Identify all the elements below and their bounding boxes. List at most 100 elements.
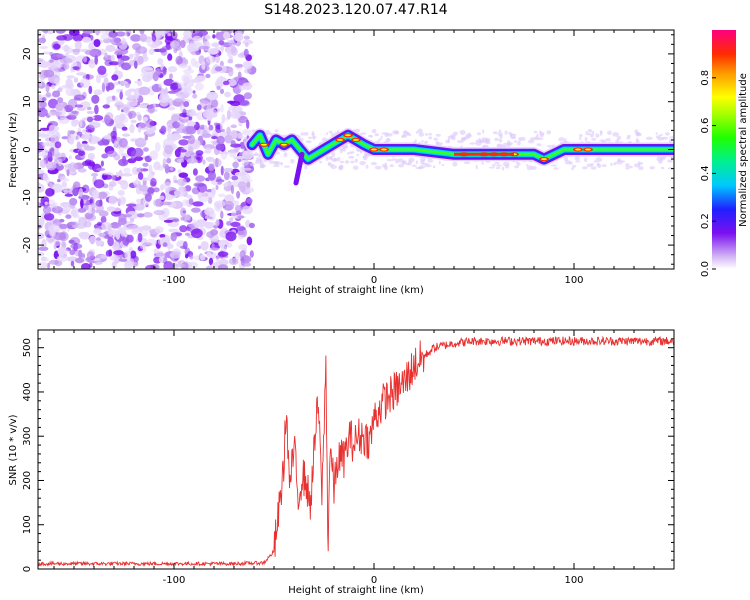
- noise-blob: [95, 209, 102, 214]
- noise-blob: [482, 129, 485, 134]
- noise-blob: [100, 74, 107, 79]
- noise-blob: [234, 156, 246, 160]
- noise-blob: [93, 257, 101, 262]
- noise-blob: [120, 180, 129, 190]
- noise-blob: [215, 54, 220, 64]
- noise-blob: [211, 98, 218, 109]
- noise-blob: [177, 94, 183, 99]
- snr-ticks: -100 0 100 0 100 200 300 400 500: [22, 329, 675, 586]
- noise-blob: [224, 91, 231, 98]
- noise-blob: [91, 189, 99, 200]
- noise-blob: [38, 94, 42, 101]
- noise-blob: [124, 250, 131, 260]
- noise-blob: [79, 119, 83, 128]
- noise-blob: [438, 160, 441, 165]
- noise-blob: [161, 207, 170, 218]
- noise-blob: [79, 143, 83, 149]
- noise-blob: [220, 210, 224, 219]
- noise-blob: [102, 104, 111, 109]
- noise-blob: [550, 164, 557, 167]
- noise-blob: [58, 85, 68, 89]
- noise-blob: [94, 104, 99, 115]
- noise-blob: [195, 175, 206, 182]
- noise-blob: [78, 231, 90, 238]
- noise-blob: [445, 139, 449, 144]
- noise-blob: [223, 31, 231, 40]
- noise-blob: [539, 131, 545, 136]
- noise-blob: [100, 160, 104, 167]
- noise-blob: [160, 125, 167, 135]
- noise-blob: [154, 226, 164, 234]
- noise-blob: [168, 228, 179, 233]
- noise-blob: [153, 199, 162, 207]
- noise-blob: [638, 166, 644, 171]
- noise-blob: [485, 142, 491, 144]
- noise-blob: [129, 123, 135, 134]
- noise-blob: [88, 42, 94, 51]
- noise-blob: [613, 162, 617, 166]
- noise-blob: [196, 74, 206, 82]
- noise-blob: [91, 45, 96, 50]
- noise-blob: [153, 187, 160, 193]
- noise-blob: [97, 240, 104, 246]
- noise-blob: [198, 245, 201, 250]
- noise-blob: [198, 197, 210, 202]
- noise-blob: [496, 164, 502, 167]
- noise-blob: [504, 130, 508, 135]
- noise-blob: [592, 130, 595, 136]
- noise-blob: [218, 264, 228, 269]
- noise-blob: [66, 256, 78, 262]
- noise-blob: [97, 254, 101, 259]
- noise-blob: [615, 139, 620, 143]
- noise-blob: [38, 31, 42, 37]
- noise-blob: [38, 107, 48, 118]
- snr-frame: [37, 329, 675, 570]
- noise-blob: [177, 169, 182, 175]
- noise-blob: [617, 158, 621, 162]
- noise-blob: [200, 254, 206, 261]
- noise-blob: [475, 164, 478, 170]
- noise-blob: [145, 238, 158, 246]
- noise-blob: [192, 35, 202, 42]
- noise-blob: [162, 157, 167, 168]
- noise-blob: [422, 162, 430, 166]
- noise-blob: [120, 62, 132, 71]
- noise-blob: [49, 148, 55, 152]
- noise-blob: [218, 193, 226, 198]
- noise-blob: [116, 88, 121, 93]
- noise-blob: [192, 93, 198, 99]
- noise-blob: [571, 167, 574, 171]
- noise-blob: [114, 114, 124, 125]
- noise-blob: [57, 246, 66, 256]
- noise-blob: [227, 66, 234, 77]
- noise-blob: [246, 198, 253, 204]
- noise-blob: [126, 210, 139, 220]
- noise-blob: [587, 129, 593, 133]
- spectrogram-y-tick-label: -20: [22, 237, 33, 253]
- noise-blob: [38, 232, 45, 240]
- noise-blob: [259, 163, 265, 169]
- noise-blob: [185, 214, 191, 221]
- noise-blob: [88, 85, 93, 95]
- noise-blob: [71, 66, 80, 70]
- noise-blob: [498, 138, 503, 143]
- noise-blob: [667, 159, 673, 163]
- noise-blob: [149, 43, 158, 49]
- noise-blob: [39, 159, 47, 168]
- noise-blob: [77, 150, 86, 156]
- noise-blob: [405, 162, 410, 166]
- noise-blob: [520, 136, 526, 141]
- noise-blob: [162, 66, 167, 75]
- noise-blob: [42, 142, 55, 147]
- noise-blob: [204, 215, 209, 219]
- noise-blob: [38, 183, 45, 193]
- noise-blob: [148, 48, 155, 55]
- noise-blob: [72, 49, 80, 55]
- noise-blob: [52, 90, 61, 98]
- noise-blob: [103, 135, 112, 140]
- noise-blob: [433, 137, 439, 141]
- ridge-peak-core: [281, 143, 287, 146]
- noise-blob: [38, 252, 45, 257]
- noise-blob: [194, 60, 200, 69]
